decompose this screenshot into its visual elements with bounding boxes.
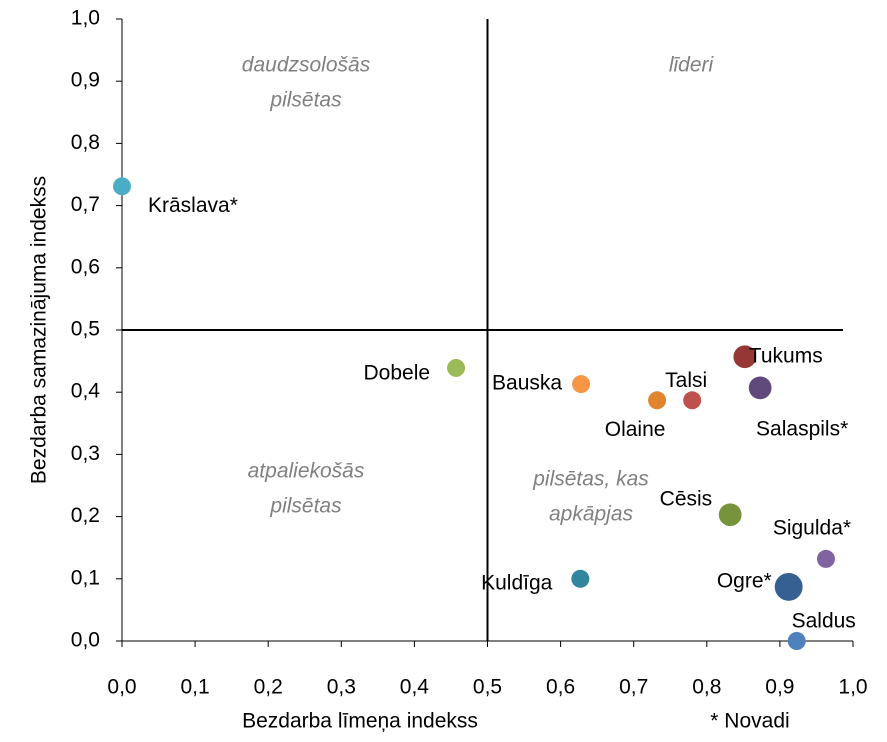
bubble [113, 177, 131, 196]
point-label: Krāslava* [148, 194, 238, 217]
point-label: Olaine [605, 418, 666, 441]
quadrant-label: pilsētas [269, 495, 342, 518]
bubble [774, 572, 803, 601]
x-tick-label: 0,4 [400, 676, 430, 699]
quadrant-label: atpaliekošās [248, 460, 365, 483]
quadrant-label: pilsētas, kas [532, 468, 649, 491]
point-label: Ogre* [717, 569, 772, 592]
y-axis-title: Bezdarba samazinājuma indekss [28, 176, 51, 484]
x-tick-label: 0,2 [254, 676, 283, 699]
point-label: Kuldīga [481, 571, 553, 594]
bubble [648, 391, 667, 410]
y-tick-label: 0,4 [71, 380, 101, 403]
bubble [787, 632, 806, 650]
y-tick-label: 0,0 [71, 629, 100, 652]
y-tick-label: 0,3 [71, 442, 100, 465]
bubble [748, 376, 772, 400]
point-label: Bauska [492, 372, 562, 395]
x-tick-label: 0,7 [619, 676, 648, 699]
bubble [683, 391, 702, 410]
point-label: Salaspils* [756, 417, 848, 440]
y-tick-label: 0,2 [71, 504, 100, 527]
point-label: Cēsis [660, 487, 713, 510]
point-label: Tukums [749, 344, 823, 367]
y-tick-label: 0,1 [71, 566, 100, 589]
x-tick-label: 0,0 [107, 676, 136, 699]
y-tick-label: 0,8 [71, 131, 100, 154]
y-tick-label: 0,7 [71, 193, 100, 216]
bubble [572, 375, 591, 394]
x-tick-label: 0,1 [180, 676, 209, 699]
y-tick-label: 1,0 [71, 7, 100, 30]
x-tick-label: 0,3 [327, 676, 356, 699]
y-tick-label: 0,5 [71, 318, 100, 341]
quadrant-label: līderi [669, 54, 715, 77]
x-tick-label: 1,0 [838, 676, 867, 699]
x-tick-label: 0,9 [765, 676, 794, 699]
quadrant-label: apkāpjas [549, 503, 634, 526]
footnote: * Novadi [710, 710, 789, 733]
point-label: Sigulda* [773, 516, 851, 539]
bubble [447, 358, 466, 377]
y-tick-label: 0,9 [71, 69, 100, 92]
point-label: Dobele [364, 361, 431, 384]
bubble [718, 503, 742, 527]
bubble [571, 569, 590, 588]
bubble [733, 345, 757, 369]
x-tick-label: 0,8 [692, 676, 721, 699]
x-tick-label: 0,5 [473, 676, 502, 699]
point-label: Talsi [665, 369, 707, 392]
y-tick-label: 0,6 [71, 255, 100, 278]
x-axis-title: Bezdarba līmeņa indekss [242, 710, 478, 733]
point-label: Saldus [792, 610, 856, 633]
x-tick-label: 0,6 [546, 676, 575, 699]
bubble [816, 549, 835, 568]
quadrant-label: pilsētas [269, 89, 342, 112]
quadrant-label: daudzsološās [242, 54, 371, 77]
